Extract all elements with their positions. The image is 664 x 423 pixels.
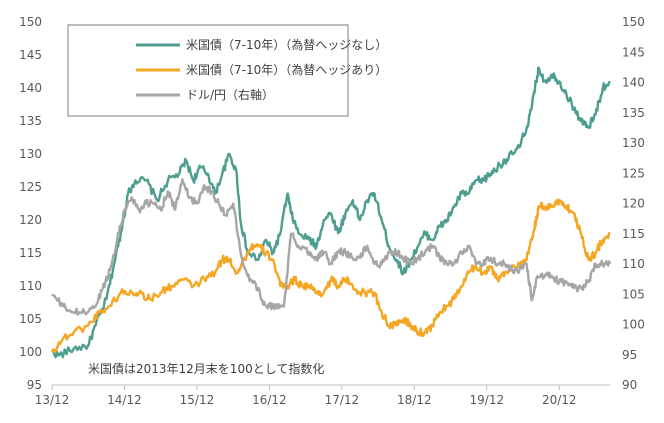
y-right-tick-label: 135 (622, 106, 645, 120)
x-tick-label: 15/12 (180, 393, 215, 407)
y-left-tick-label: 115 (19, 246, 42, 260)
y-right-tick-label: 150 (622, 15, 645, 29)
series-line-1 (50, 198, 611, 354)
x-tick-label: 13/12 (35, 393, 70, 407)
x-tick-label: 18/12 (397, 393, 432, 407)
x-tick-label: 19/12 (470, 393, 505, 407)
y-left-tick-label: 120 (19, 213, 42, 227)
series-line-0 (50, 66, 611, 359)
y-right-tick-label: 145 (622, 45, 645, 59)
y-left-tick-label: 105 (19, 312, 42, 326)
y-left-tick-label: 110 (19, 279, 42, 293)
x-tick-label: 14/12 (107, 393, 142, 407)
y-right-tick-label: 105 (622, 287, 645, 301)
y-right-tick-label: 130 (622, 136, 645, 150)
legend-label-unhedged: 米国債（7-10年）（為替ヘッジなし） (186, 37, 387, 52)
chart-note: 米国債は2013年12月末を100として指数化 (88, 361, 324, 376)
legend-label-usdjpy: ドル/円（右軸） (186, 87, 274, 102)
y-right-tick-label: 125 (622, 166, 645, 180)
y-left-tick-label: 140 (19, 81, 42, 95)
y-left-tick-label: 150 (19, 15, 42, 29)
y-right-tick-label: 100 (622, 318, 645, 332)
x-tick-label: 17/12 (325, 393, 360, 407)
y-left-tick-label: 125 (19, 180, 42, 194)
axes: 9510010511011512012513013514014515090951… (19, 15, 645, 407)
legend-label-hedged: 米国債（7-10年）（為替ヘッジあり） (186, 62, 387, 77)
y-right-tick-label: 115 (622, 227, 645, 241)
y-right-tick-label: 120 (622, 197, 645, 211)
y-right-tick-label: 95 (622, 348, 637, 362)
series-line-2 (51, 178, 612, 316)
y-left-tick-label: 100 (19, 345, 42, 359)
x-tick-label: 16/12 (252, 393, 287, 407)
y-left-tick-label: 145 (19, 48, 42, 62)
y-right-tick-label: 110 (622, 257, 645, 271)
series-group (50, 66, 612, 359)
legend: 米国債（7-10年）（為替ヘッジなし） 米国債（7-10年）（為替ヘッジあり） … (67, 24, 387, 117)
y-right-tick-label: 140 (622, 76, 645, 90)
y-left-tick-label: 130 (19, 147, 42, 161)
legend-box (67, 24, 349, 117)
y-left-tick-label: 135 (19, 114, 42, 128)
y-left-tick-label: 95 (27, 378, 42, 392)
y-right-tick-label: 90 (622, 378, 637, 392)
x-tick-label: 20/12 (542, 393, 577, 407)
